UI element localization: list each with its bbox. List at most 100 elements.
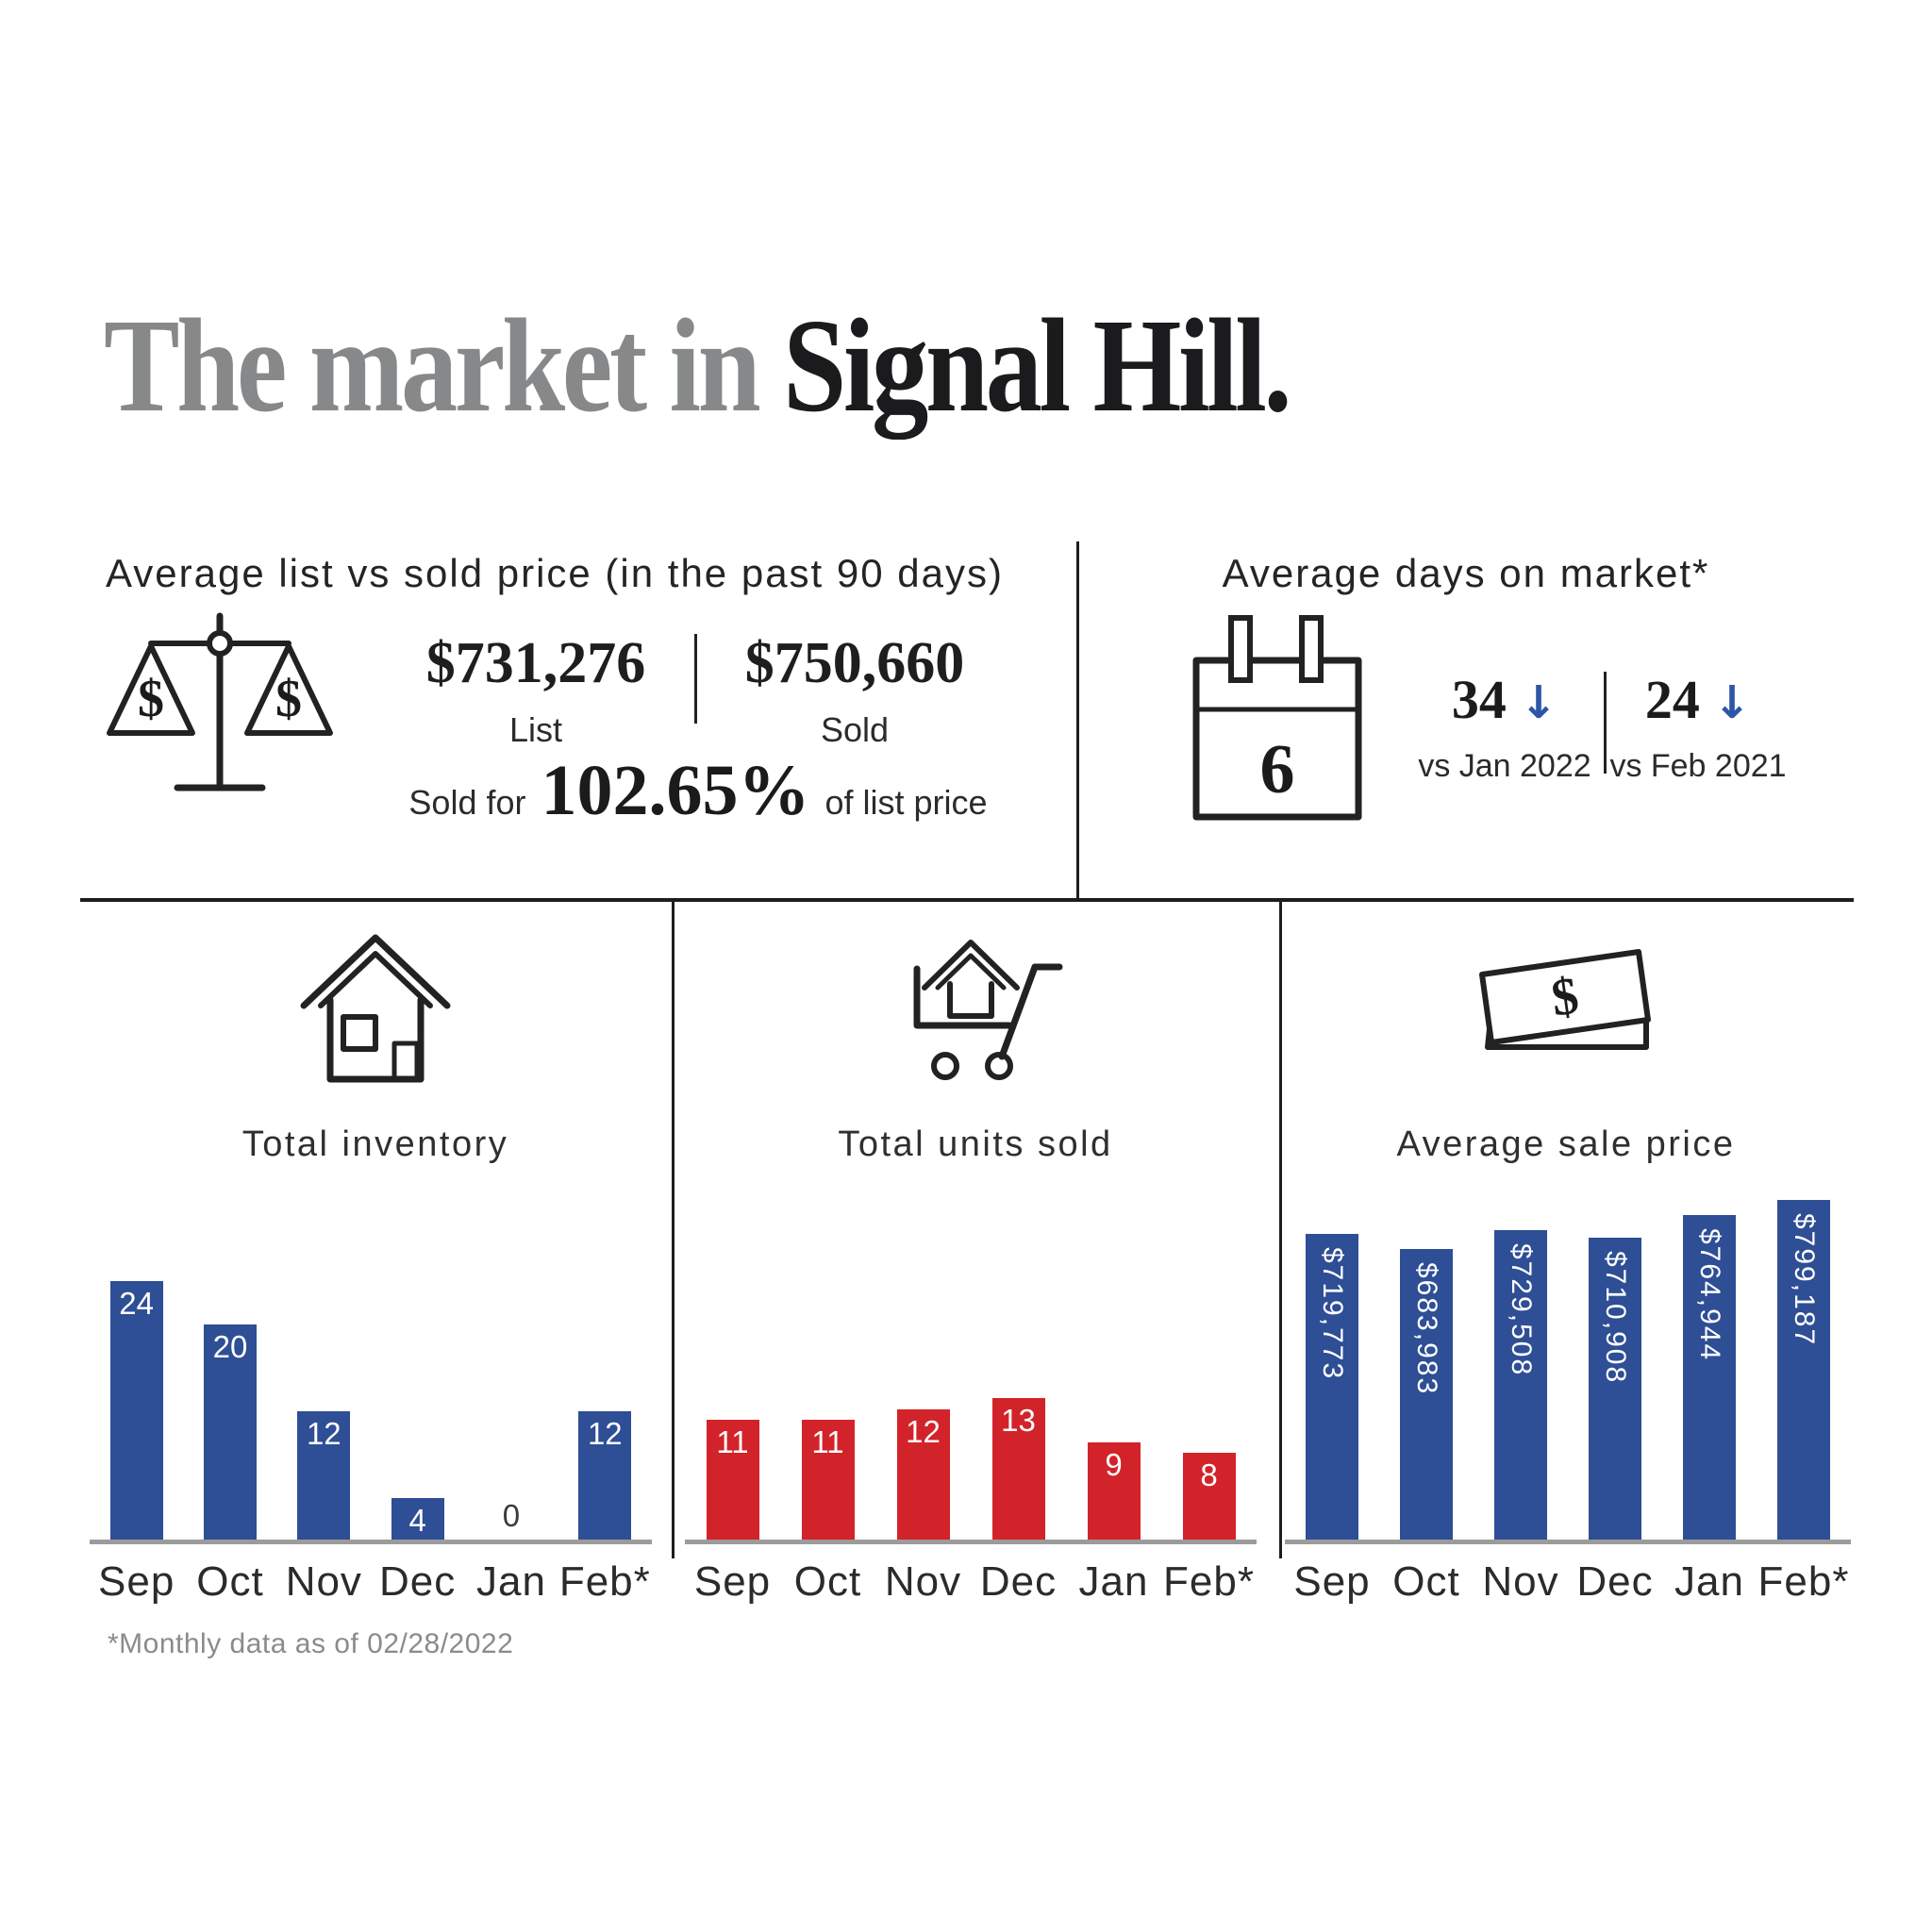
chart-column: 9 (1066, 1398, 1161, 1541)
horizontal-divider (80, 898, 1854, 902)
bar-value-label-zero: 0 (502, 1498, 521, 1533)
sale-price-bar-chart: $719,773 $683,983 $729,508 $710,908 $764,944… (1285, 1200, 1851, 1541)
month-label: Dec (1576, 1558, 1654, 1605)
sold-for-prefix: Sold for (408, 783, 526, 822)
comparison-divider (1604, 672, 1607, 774)
top-section-divider (1076, 541, 1079, 898)
bar-value-label: $719,773 (1317, 1247, 1348, 1381)
days-on-market-heading: Average days on market* (1222, 551, 1710, 595)
bar: 11 (801, 1420, 855, 1541)
chart-title-sale-price: Average sale price (1396, 1124, 1736, 1164)
sold-price-label: Sold (820, 710, 890, 749)
bottom-divider-2 (1279, 898, 1282, 1558)
bar-value-label: $683,983 (1411, 1262, 1442, 1396)
chart-column: 11 (780, 1398, 875, 1541)
chart-column: 13 (971, 1398, 1066, 1541)
money-icon: $ (1474, 939, 1658, 1057)
bar: $710,908 (1589, 1238, 1641, 1541)
cart-icon (896, 929, 1064, 1085)
chart-title-units-sold: Total units sold (838, 1124, 1113, 1164)
bottom-divider-1 (672, 898, 675, 1558)
bar: $799,187 (1777, 1200, 1830, 1541)
bar-value-label: 24 (119, 1286, 155, 1321)
footnote: *Monthly data as of 02/28/2022 (108, 1628, 514, 1659)
sold-price-value: $750,660 (744, 631, 965, 695)
bar: 20 (203, 1324, 257, 1541)
month-label: Oct (1392, 1558, 1460, 1605)
month-label: Nov (1482, 1558, 1559, 1605)
bar-value-label: 12 (906, 1414, 941, 1449)
bar: 9 (1087, 1442, 1141, 1541)
month-label: Feb* (558, 1558, 651, 1605)
bar-value-label: 4 (408, 1503, 426, 1538)
bar: 12 (896, 1409, 950, 1541)
month-label: Feb* (1163, 1558, 1255, 1605)
bar-value-label: 8 (1200, 1457, 1218, 1492)
chart-column: $729,508 (1474, 1200, 1568, 1541)
chart-column: 8 (1161, 1398, 1257, 1541)
inventory-bar-chart: 24 20 12 4 0 12 (90, 1281, 652, 1541)
bar: 13 (991, 1398, 1045, 1541)
sold-for-percentage: 102.65% (541, 751, 810, 830)
comparison-jan-value: 34 (1451, 669, 1507, 730)
month-label: Sep (98, 1558, 175, 1605)
chart-column: 12 (875, 1398, 971, 1541)
sale-price-month-labels: Sep Oct Nov Dec Jan Feb* (1285, 1558, 1851, 1606)
comparison-feb-value: 24 (1644, 669, 1700, 730)
bar-value-label: 20 (212, 1329, 248, 1364)
bar-value-label: 9 (1105, 1447, 1123, 1482)
svg-text:$: $ (138, 670, 164, 728)
svg-text:$: $ (275, 670, 302, 728)
comparison-feb-2021: 24 ↓ vs Feb 2021 (1585, 668, 1811, 785)
list-price-value: $731,276 (425, 631, 646, 695)
bar-value-label: 11 (716, 1424, 749, 1459)
chart-column: 11 (685, 1398, 780, 1541)
page-title-prefix: The market in (104, 291, 784, 440)
month-label: Feb* (1757, 1558, 1850, 1605)
inventory-x-axis (90, 1540, 652, 1544)
bar: 12 (578, 1411, 632, 1541)
chart-title-inventory: Total inventory (242, 1124, 509, 1164)
chart-column: $710,908 (1568, 1200, 1662, 1541)
month-label: Sep (1293, 1558, 1371, 1605)
chart-column: 12 (277, 1281, 371, 1541)
bar-value-label: 13 (1001, 1403, 1036, 1438)
comparison-feb-label: vs Feb 2021 (1609, 748, 1787, 784)
month-label: Nov (285, 1558, 362, 1605)
sale-price-x-axis (1285, 1540, 1851, 1544)
chart-column: $799,187 (1757, 1200, 1851, 1541)
bar: $683,983 (1400, 1249, 1453, 1541)
bar-value-label: $764,944 (1694, 1228, 1725, 1362)
list-price-label: List (508, 710, 563, 749)
inventory-month-labels: Sep Oct Nov Dec Jan Feb* (90, 1558, 652, 1606)
bar-value-label: 12 (587, 1416, 623, 1451)
sold-price-block: $750,660 Sold (713, 630, 996, 750)
chart-column: $683,983 (1379, 1200, 1474, 1541)
bar-value-label: $799,187 (1789, 1213, 1820, 1347)
month-label: Dec (979, 1558, 1058, 1605)
bar-value-label: 12 (306, 1416, 341, 1451)
bar-value-label: $729,508 (1506, 1243, 1537, 1377)
sold-for-suffix: of list price (824, 783, 988, 822)
calendar-icon: 6 (1191, 613, 1364, 823)
bar: $729,508 (1494, 1230, 1547, 1541)
units-sold-x-axis (685, 1540, 1257, 1544)
days-on-market-current: 6 (1260, 731, 1295, 808)
balance-scale-icon: $ $ (94, 608, 340, 797)
bar: 24 (109, 1281, 163, 1541)
down-arrow-icon: ↓ (1519, 676, 1558, 729)
comparison-jan-2022: 34 ↓ vs Jan 2022 (1391, 668, 1618, 785)
bar: 12 (297, 1411, 351, 1541)
month-label: Jan (476, 1558, 546, 1605)
month-label: Jan (1674, 1558, 1744, 1605)
bar: 8 (1182, 1453, 1236, 1541)
down-arrow-icon: ↓ (1712, 676, 1752, 729)
month-label: Oct (793, 1558, 862, 1605)
sold-for-line: Sold for 102.65% of list price (406, 755, 991, 826)
chart-column: 12 (558, 1281, 652, 1541)
chart-column: 4 (371, 1281, 464, 1541)
units-sold-month-labels: Sep Oct Nov Dec Jan Feb* (685, 1558, 1257, 1606)
page-title: The market in Signal Hill. (104, 298, 1292, 432)
chart-column: $764,944 (1662, 1200, 1757, 1541)
